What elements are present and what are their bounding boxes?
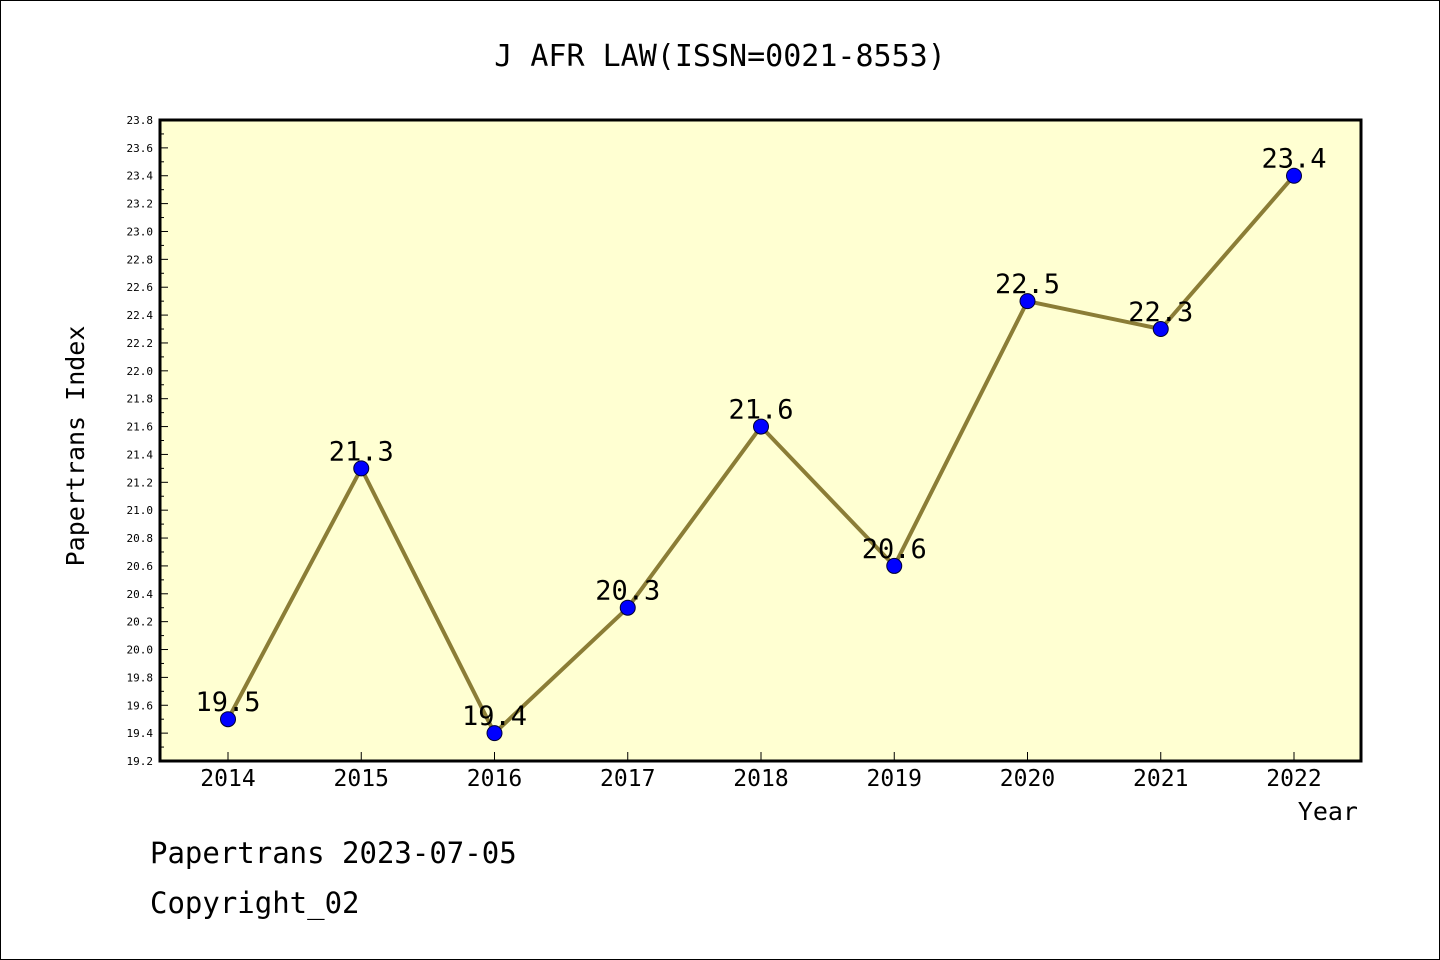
y-axis-label: Papertrans Index — [61, 326, 90, 567]
y-tick-label: 20.4 — [127, 588, 154, 601]
x-tick-label: 2015 — [334, 766, 389, 792]
y-tick-label: 23.4 — [127, 170, 154, 183]
y-tick-label: 22.8 — [127, 253, 154, 266]
data-point-label: 19.4 — [462, 701, 527, 732]
data-point-label: 20.3 — [595, 576, 660, 607]
y-tick-label: 20.6 — [127, 560, 154, 573]
footer-copyright: Copyright_02 — [150, 886, 360, 920]
chart-title: J AFR LAW(ISSN=0021-8553) — [494, 39, 946, 74]
y-tick-label: 21.2 — [127, 476, 154, 489]
x-tick-label: 2014 — [200, 766, 255, 792]
y-tick-label: 22.6 — [127, 281, 154, 294]
x-tick-label: 2016 — [467, 766, 522, 792]
data-point-marker — [753, 418, 769, 435]
data-point-marker — [486, 725, 503, 742]
data-point-marker — [1019, 293, 1036, 310]
data-point-label: 21.3 — [329, 436, 394, 467]
plot-area — [158, 118, 1363, 763]
data-point-marker — [220, 711, 236, 728]
y-tick-label: 22.4 — [127, 309, 154, 322]
data-point-marker — [1152, 321, 1169, 338]
data-point-label: 22.5 — [995, 269, 1060, 300]
data-point-label: 20.6 — [862, 534, 927, 565]
data-point-marker — [1286, 167, 1302, 184]
data-point-label: 21.6 — [728, 395, 793, 426]
y-tick-label: 19.6 — [127, 699, 154, 712]
x-tick-label: 2020 — [1000, 766, 1055, 792]
data-point-label: 22.3 — [1128, 297, 1193, 328]
series-layer — [220, 167, 1302, 742]
data-point-marker — [886, 557, 903, 574]
x-tick-label: 2017 — [600, 766, 655, 792]
y-tick-label: 23.2 — [127, 198, 154, 211]
y-axis-ticks: 19.2 19.4 19.6 19.8 20.0 20.2 20.4 20.6 20.8 21.0… — [127, 114, 168, 768]
footer-date-stamp: Papertrans 2023-07-05 — [150, 836, 517, 870]
y-tick-label: 21.8 — [127, 393, 154, 406]
data-point-marker — [353, 460, 370, 477]
data-point-label: 23.4 — [1261, 144, 1326, 175]
y-tick-label: 20.0 — [127, 644, 154, 657]
data-point-marker — [619, 599, 636, 616]
y-tick-label: 22.2 — [127, 337, 154, 350]
y-tick-label: 21.6 — [127, 421, 154, 434]
y-tick-label: 19.2 — [127, 755, 154, 768]
x-tick-label: 2018 — [733, 766, 788, 792]
y-tick-label: 20.2 — [127, 616, 154, 629]
y-tick-label: 19.8 — [127, 671, 154, 684]
y-tick-label: 20.8 — [127, 532, 154, 545]
y-tick-label: 23.0 — [127, 225, 154, 238]
x-axis-label: Year — [1298, 797, 1358, 826]
x-tick-label: 2022 — [1266, 766, 1321, 792]
y-tick-label: 21.4 — [127, 448, 154, 461]
data-labels: 19.5 21.3 19.4 20.3 21.6 20.6 22.5 22.3 23.4 — [195, 144, 1326, 732]
x-axis-ticks: 2014 2015 2016 2017 2018 2019 2020 2021 2022 — [200, 752, 1322, 792]
y-tick-label: 21.0 — [127, 504, 154, 517]
x-tick-label: 2019 — [867, 766, 922, 792]
y-tick-label: 22.0 — [127, 365, 154, 378]
x-tick-label: 2021 — [1133, 766, 1188, 792]
data-point-label: 19.5 — [195, 687, 260, 718]
y-tick-label: 23.8 — [127, 114, 154, 127]
y-tick-label: 19.4 — [127, 727, 154, 740]
y-tick-label: 23.6 — [127, 142, 154, 155]
